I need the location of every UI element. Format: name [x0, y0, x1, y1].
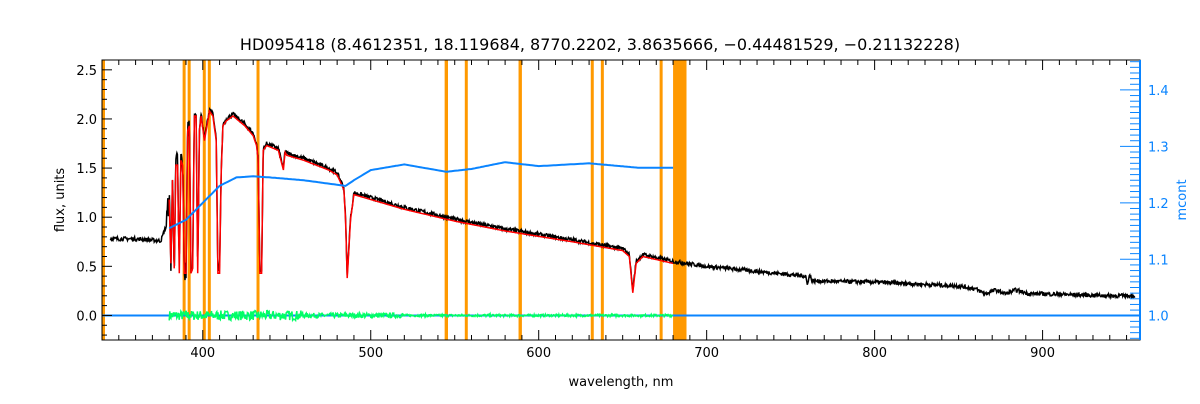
mask-region	[182, 60, 186, 340]
x-tick-label: 600	[526, 346, 551, 361]
y2-axis-label: mcont	[1175, 179, 1190, 220]
mask-region	[673, 60, 687, 340]
axis-ticks: 400 500 600 700 800 900 0.0 0.5 1.0 1.5 2.0 2.5 1.0 1…	[76, 60, 1169, 361]
mask-region	[207, 60, 211, 340]
x-tick-label: 500	[358, 346, 383, 361]
y-axis-label: flux, units	[53, 168, 68, 233]
x-tick-label: 800	[862, 346, 887, 361]
x-axis-label: wavelength, nm	[569, 375, 674, 390]
x-tick-label: 400	[190, 346, 215, 361]
mcont-line	[168, 161, 674, 230]
series-lines	[102, 106, 1140, 323]
mask-region	[600, 60, 604, 340]
residual-line	[168, 308, 674, 323]
y2-tick-label: 1.2	[1148, 197, 1169, 212]
y-tick-label: 2.5	[76, 64, 97, 79]
mask-region	[518, 60, 522, 340]
mask-region-edge	[102, 60, 105, 340]
y-tick-label: 0.0	[76, 309, 97, 324]
y-tick-label: 2.0	[76, 113, 97, 128]
y2-tick-label: 1.0	[1148, 310, 1169, 325]
x-tick-label: 700	[694, 346, 719, 361]
y-tick-label: 0.5	[76, 260, 97, 275]
chart-title: HD095418 (8.4612351, 18.119684, 8770.220…	[240, 35, 960, 54]
y2-tick-label: 1.1	[1148, 253, 1169, 268]
observed-flux-line	[109, 106, 1136, 301]
y2-tick-label: 1.3	[1148, 140, 1169, 155]
x-tick-label: 900	[1030, 346, 1055, 361]
mask-region	[187, 60, 191, 340]
model-flux-line	[168, 109, 674, 293]
y2-tick-label: 1.4	[1148, 84, 1169, 99]
mask-region	[659, 60, 663, 340]
mask-region	[590, 60, 594, 340]
y-tick-label: 1.5	[76, 162, 97, 177]
mask-region	[464, 60, 468, 340]
y-tick-label: 1.0	[76, 211, 97, 226]
mask-region	[444, 60, 448, 340]
